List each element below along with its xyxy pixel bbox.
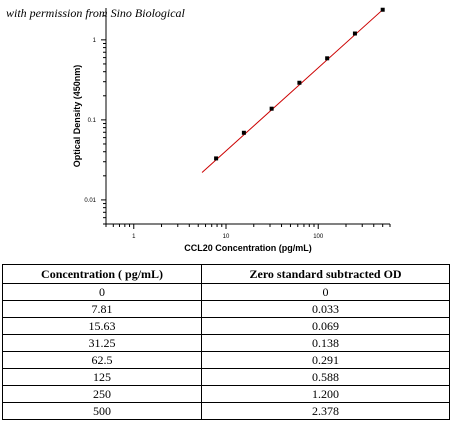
cell-od: 0.588: [201, 368, 450, 386]
cell-concentration: 7.81: [1, 300, 203, 318]
table-row: 125 0.588: [1, 368, 450, 386]
x-axis-label: CCL20 Concentration (pg/mL): [184, 243, 312, 253]
data-point: [380, 7, 385, 12]
data-point: [269, 106, 274, 111]
watermark-text: with permission from Sino Biological: [6, 6, 185, 20]
data-point: [214, 156, 219, 161]
y-tick-label: 1: [93, 38, 97, 44]
x-tick-label: 100: [313, 234, 324, 240]
x-tick-label: 1: [132, 234, 136, 240]
cell-concentration: 31.25: [1, 334, 203, 352]
header-concentration: Concentration ( pg/mL): [1, 264, 203, 284]
table-row: 62.5 0.291: [1, 351, 450, 369]
y-axis-label: Optical Density (450nm): [72, 65, 82, 168]
cell-concentration: 0: [1, 283, 203, 301]
table-header-row: Concentration ( pg/mL) Zero standard sub…: [1, 264, 450, 284]
cell-od: 0: [201, 283, 450, 301]
header-od: Zero standard subtracted OD: [201, 264, 450, 284]
y-tick-label: 0.01: [84, 198, 96, 204]
cell-od: 0.069: [201, 317, 450, 335]
data-point: [352, 31, 357, 36]
table-row: 500 2.378: [1, 402, 450, 420]
data-point: [325, 56, 330, 61]
cell-od: 2.378: [201, 402, 450, 420]
cell-concentration: 62.5: [1, 351, 203, 369]
table-row: 250 1.200: [1, 385, 450, 403]
cell-od: 0.033: [201, 300, 450, 318]
data-point: [297, 80, 302, 85]
table-row: 7.81 0.033: [1, 300, 450, 318]
fit-line: [201, 9, 384, 173]
cell-od: 0.291: [201, 351, 450, 369]
data-point: [241, 130, 246, 135]
data-table: Concentration ( pg/mL) Zero standard sub…: [1, 264, 450, 420]
cell-od: 1.200: [201, 385, 450, 403]
cell-od: 0.138: [201, 334, 450, 352]
cell-concentration: 125: [1, 368, 203, 386]
table-row: 15.63 0.069: [1, 317, 450, 335]
cell-concentration: 500: [1, 402, 203, 420]
cell-concentration: 250: [1, 385, 203, 403]
table-row: 31.25 0.138: [1, 334, 450, 352]
y-tick-label: 0.1: [88, 118, 97, 124]
x-tick-label: 10: [223, 234, 230, 240]
cell-concentration: 15.63: [1, 317, 203, 335]
standard-curve-chart: 1 10 100 0.01 0.1 1 CCL20 Concentration (pg/m…: [72, 7, 391, 253]
